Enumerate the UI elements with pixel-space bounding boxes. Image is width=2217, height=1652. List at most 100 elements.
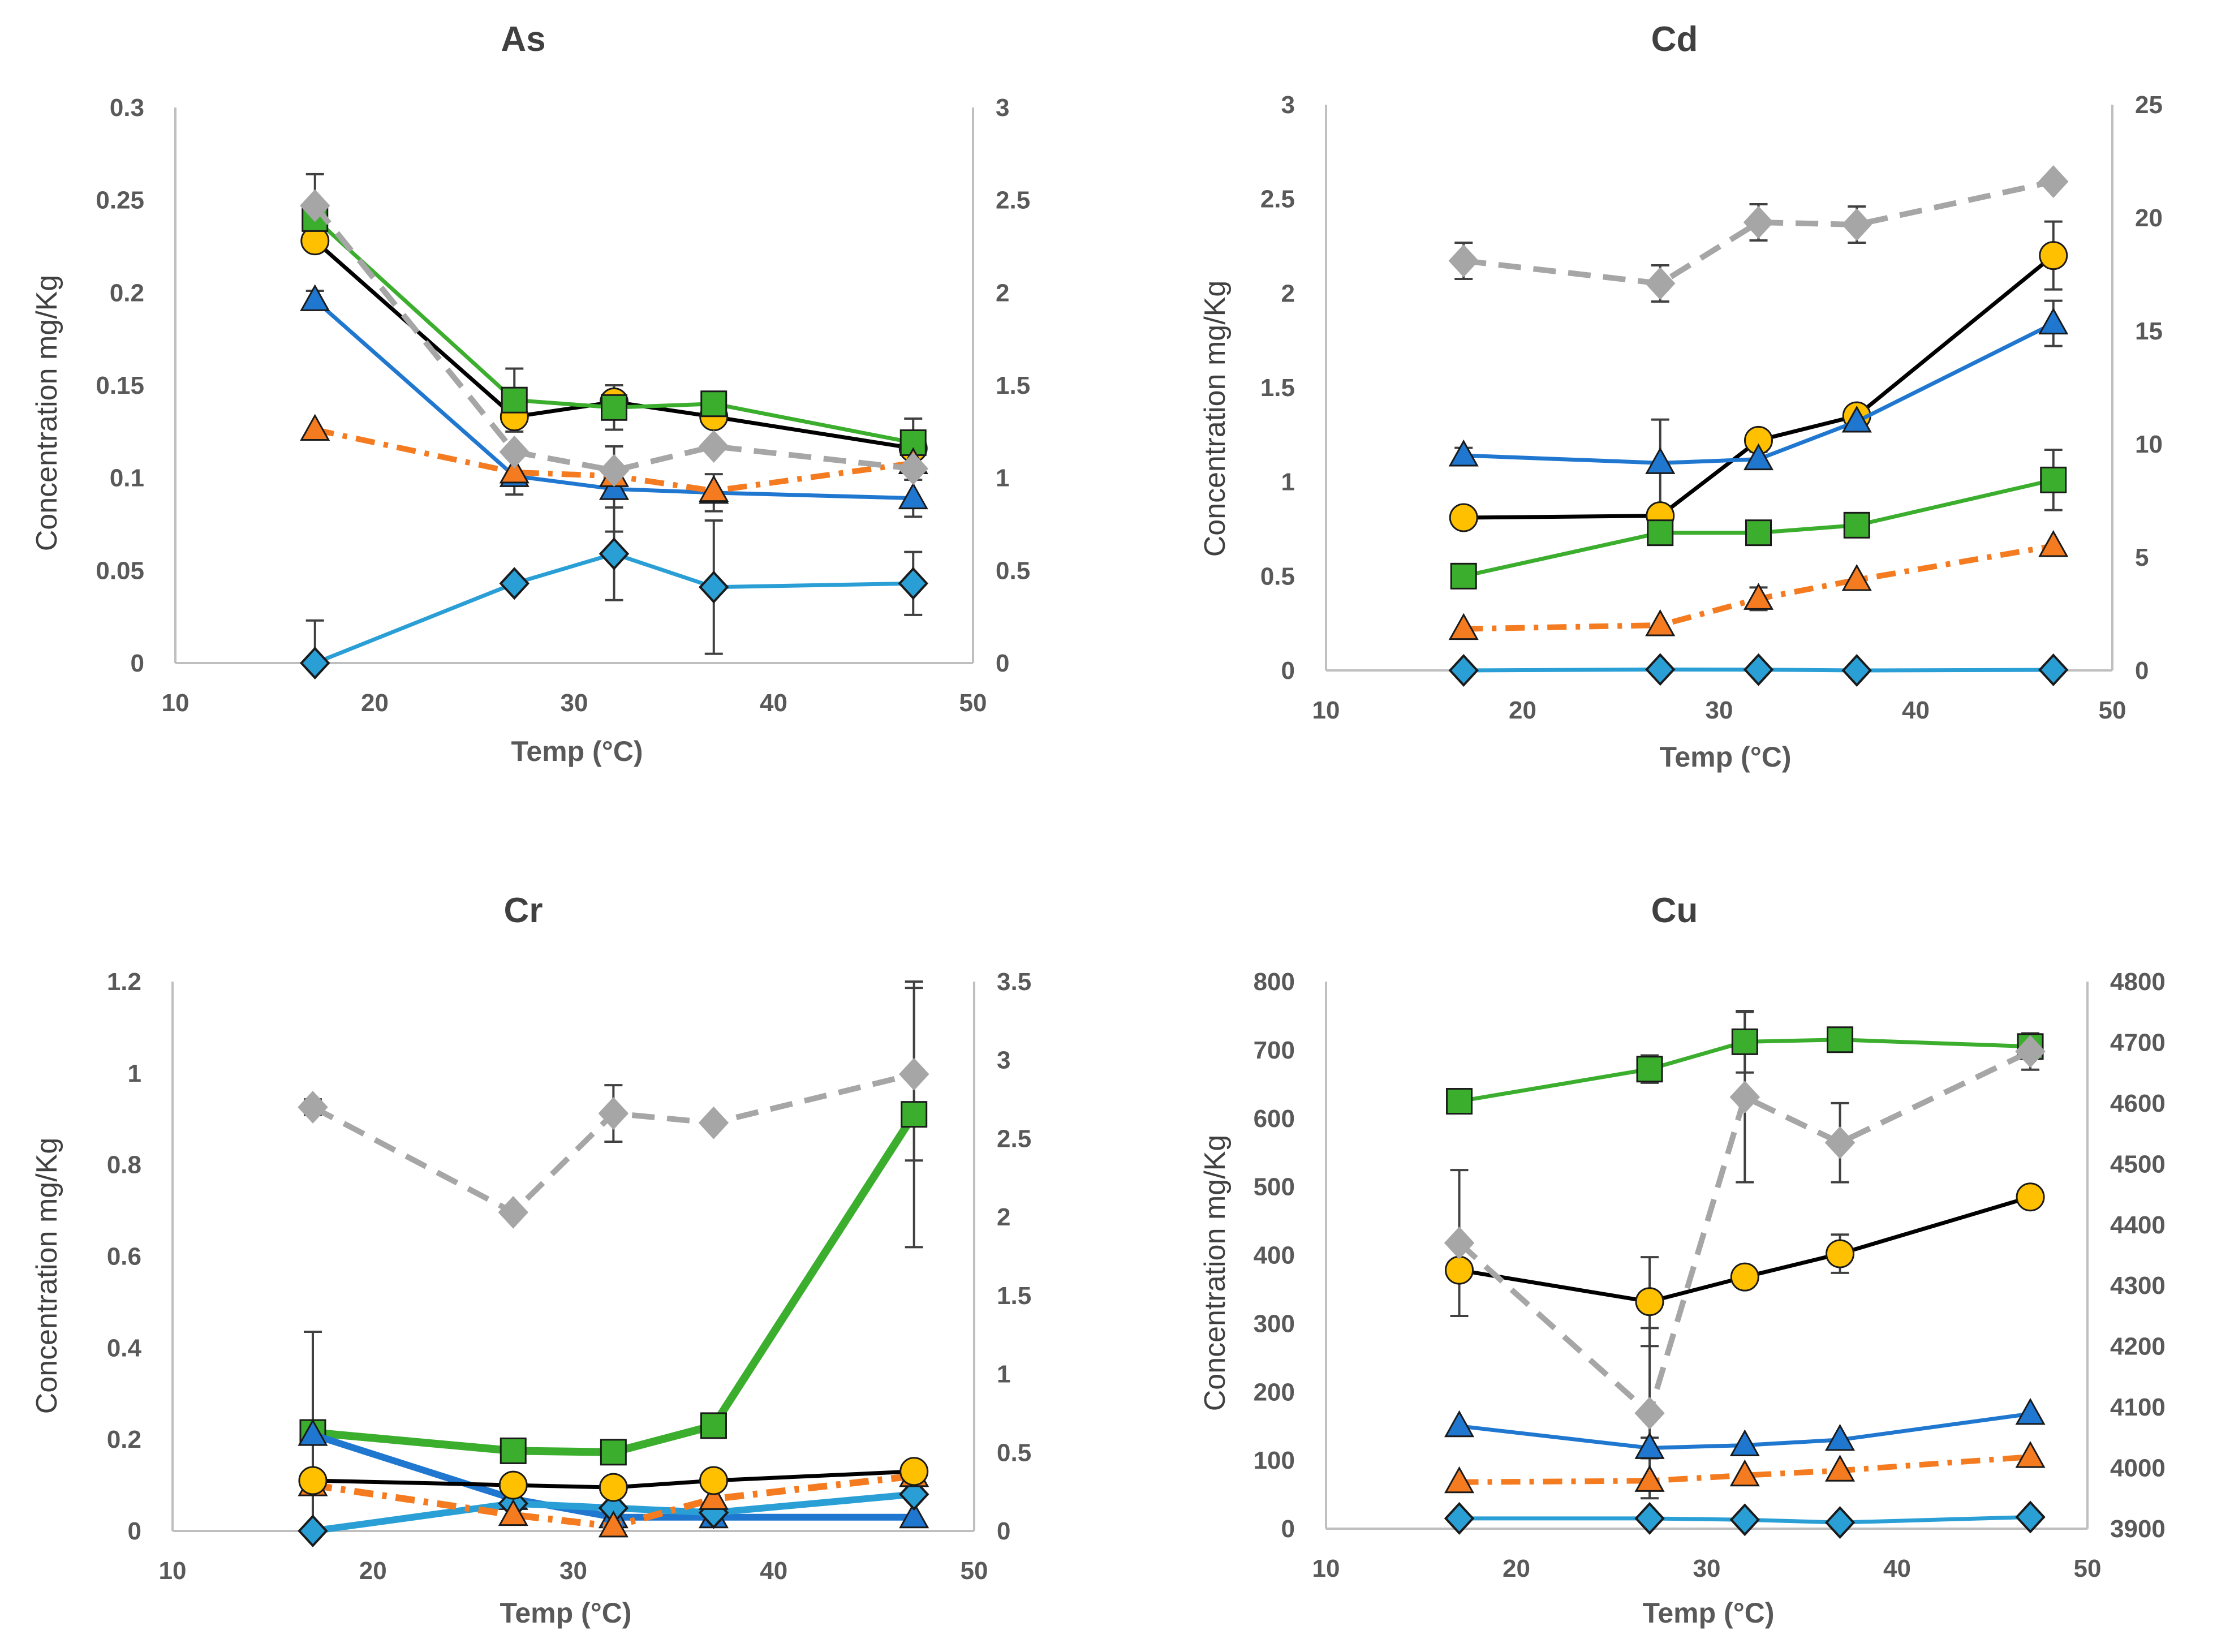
x-tick-label: 30: [1706, 696, 1733, 724]
y-tick-label: 0: [1281, 657, 1295, 685]
data-point-blue-triangle: [2015, 1397, 2046, 1425]
y-tick-label: 400: [1254, 1242, 1295, 1270]
data-point-black-circle: [1449, 503, 1478, 532]
data-point-gray-diamond: [899, 1057, 929, 1091]
data-point-orange-triangle: [2038, 530, 2069, 557]
data-point-lightblue-diamond: [599, 537, 630, 570]
y-tick-label: 0.5: [1260, 562, 1295, 590]
y-tick-label: 0.25: [96, 187, 144, 214]
x-tick-label: 30: [561, 689, 588, 717]
y-tick-label: 1.5: [1260, 374, 1295, 402]
x-tick-label: 40: [1902, 696, 1930, 724]
data-point-orange-triangle: [300, 414, 330, 441]
data-point-orange-triangle: [1824, 1455, 1856, 1482]
data-point-gray-diamond: [1444, 1227, 1475, 1259]
data-point-green-square: [700, 1412, 727, 1439]
data-point-blue-triangle: [2038, 307, 2069, 335]
data-point-lightblue-diamond: [1645, 653, 1676, 686]
x-axis-label: Temp (°C): [1660, 741, 1792, 773]
y2-tick-label: 0.5: [996, 557, 1030, 584]
x-tick-label: 40: [760, 1557, 787, 1585]
y2-tick-label: 4800: [2110, 968, 2166, 996]
data-point-green-square: [899, 429, 927, 456]
y-tick-label: 0.2: [110, 279, 144, 307]
y2-tick-label: 2: [996, 279, 1009, 307]
data-point-gray-diamond: [1729, 1081, 1760, 1114]
data-point-lightblue-diamond: [499, 567, 530, 600]
data-point-blue-triangle: [1743, 443, 1774, 471]
data-point-gray-diamond: [2015, 1035, 2046, 1068]
y2-tick-label: 3900: [2110, 1515, 2166, 1543]
data-point-orange-triangle: [1841, 563, 1872, 591]
data-point-black-circle: [1826, 1239, 1855, 1268]
data-point-blue-triangle: [1841, 405, 1872, 433]
y2-tick-label: 5: [2135, 544, 2149, 571]
data-point-gray-diamond: [1824, 1126, 1856, 1159]
data-point-black-circle: [2039, 241, 2068, 270]
data-point-black-circle: [899, 1457, 929, 1486]
data-point-gray-diamond: [1841, 208, 1872, 241]
data-point-green-square: [901, 1101, 928, 1128]
y-tick-label: 800: [1254, 968, 1295, 996]
x-tick-label: 20: [1509, 696, 1536, 724]
data-point-blue-triangle: [1729, 1429, 1760, 1457]
data-point-orange-triangle: [1444, 1466, 1475, 1494]
data-point-green-square: [1636, 1056, 1663, 1083]
y-axis-label: Concentration mg/Kg: [1199, 1135, 1232, 1412]
data-point-green-square: [1745, 519, 1772, 547]
data-point-orange-triangle: [1729, 1459, 1760, 1487]
y2-tick-label: 1.5: [996, 372, 1030, 399]
data-point-gray-diamond: [699, 430, 729, 463]
y-axis-label: Concentration mg/Kg: [31, 275, 63, 552]
data-point-orange-triangle: [698, 1483, 729, 1510]
data-point-blue-triangle: [300, 284, 330, 311]
x-tick-label: 50: [2099, 696, 2126, 724]
y2-tick-label: 3.5: [997, 968, 1031, 996]
axes: 10 20 30 40 50 0 0.05 0.1 0.15 0.2 0.25 0.3 0 0.5 1 1.5…: [96, 94, 1030, 717]
data-point-orange-triangle: [1634, 1465, 1665, 1492]
x-tick-label: 50: [2074, 1555, 2102, 1582]
chart-cr: Cr Concentration mg/Kg Temp (°C) 10 20 30 4…: [31, 891, 1031, 1629]
y-tick-label: 0.05: [96, 557, 144, 584]
axes: 10 20 30 40 50 0 0.2 0.4 0.6 0.8 1 1.2 0 0.5 1 1.5 2 2.5 3…: [107, 968, 1031, 1585]
data-point-blue-triangle: [1448, 439, 1479, 467]
data-point-orange-triangle: [2015, 1441, 2046, 1468]
data-point-orange-triangle: [598, 1510, 628, 1538]
data-point-black-circle: [599, 1473, 628, 1502]
y-tick-label: 0.1: [110, 464, 144, 492]
data-point-lightblue-diamond: [898, 567, 928, 600]
y2-tick-label: 0.5: [997, 1439, 1031, 1466]
y-tick-label: 0.3: [110, 94, 144, 122]
y2-tick-label: 4200: [2110, 1333, 2166, 1361]
data-point-black-circle: [1635, 1287, 1664, 1317]
data-point-green-square: [500, 1437, 527, 1464]
data-point-lightblue-diamond: [1841, 654, 1872, 687]
y-tick-label: 0.15: [96, 372, 144, 399]
data-point-lightblue-diamond: [2038, 653, 2069, 686]
y-axis-label: Concentration mg/Kg: [1199, 281, 1232, 557]
series-line-green-square: [312, 1112, 918, 1456]
x-tick-label: 10: [159, 1557, 187, 1585]
x-axis-label: Temp (°C): [511, 735, 643, 767]
y-tick-label: 100: [1254, 1447, 1295, 1474]
y2-tick-label: 4700: [2110, 1029, 2166, 1056]
data-point-lightblue-diamond: [2015, 1500, 2046, 1534]
y-tick-label: 2.5: [1260, 186, 1295, 213]
x-tick-label: 40: [760, 689, 787, 717]
data-point-orange-triangle: [1645, 609, 1676, 636]
data-point-gray-diamond: [498, 1195, 528, 1229]
y2-tick-label: 1: [997, 1361, 1010, 1388]
x-tick-label: 20: [1503, 1555, 1530, 1582]
chart-title: Cr: [504, 891, 543, 930]
data-point-gray-diamond: [1645, 267, 1676, 300]
data-point-black-circle: [498, 1470, 528, 1500]
x-tick-label: 50: [959, 689, 987, 717]
data-point-black-circle: [1730, 1262, 1759, 1292]
data-point-blue-triangle: [898, 482, 928, 510]
y2-tick-label: 3: [997, 1047, 1010, 1074]
chart-title: Cu: [1651, 891, 1698, 930]
x-tick-label: 30: [1693, 1555, 1721, 1582]
series-layer: [298, 980, 929, 1547]
data-point-black-circle: [1445, 1255, 1474, 1285]
